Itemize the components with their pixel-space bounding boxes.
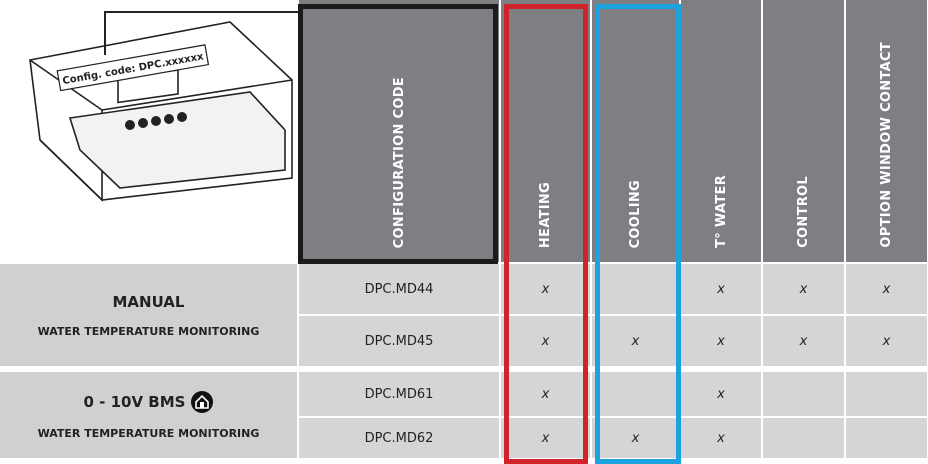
- feature-mark: [846, 372, 927, 416]
- feature-mark: x: [681, 316, 761, 366]
- feature-mark: x: [592, 316, 679, 366]
- column-header: T° WATER: [681, 0, 761, 262]
- group-title: 0 - 10V BMS: [83, 390, 214, 413]
- column-header: OPTION WINDOW CONTACT: [846, 0, 927, 262]
- column-header: CONTROL: [763, 0, 844, 262]
- feature-mark: x: [681, 372, 761, 416]
- group-title-text: MANUAL: [112, 292, 185, 311]
- group-label: 0 - 10V BMS WATER TEMPERATURE MONITORING: [0, 372, 297, 458]
- feature-mark: [763, 372, 844, 416]
- feature-mark: [846, 418, 927, 458]
- group-title: MANUAL: [113, 293, 185, 311]
- column-header-text: CONTROL: [796, 176, 811, 248]
- feature-mark: x: [763, 264, 844, 314]
- feature-mark: x: [501, 372, 590, 416]
- feature-mark: [592, 264, 679, 314]
- feature-mark: x: [501, 264, 590, 314]
- heating-frame: [504, 4, 588, 464]
- feature-mark: x: [501, 418, 590, 458]
- column-header-text: OPTION WINDOW CONTACT: [879, 42, 894, 248]
- column-header: COOLING: [592, 0, 679, 262]
- feature-mark: [592, 372, 679, 416]
- feature-mark: x: [846, 264, 927, 314]
- config-code: DPC.MD62: [299, 418, 499, 458]
- feature-mark: x: [592, 418, 679, 458]
- home-icon: [191, 390, 214, 413]
- config-frame: [298, 4, 498, 264]
- feature-mark: x: [681, 418, 761, 458]
- feature-mark: x: [501, 316, 590, 366]
- feature-mark: x: [681, 264, 761, 314]
- cooling-frame: [595, 4, 681, 464]
- feature-mark: [763, 418, 844, 458]
- config-code: DPC.MD44: [299, 264, 499, 314]
- group-subtitle: WATER TEMPERATURE MONITORING: [37, 426, 260, 440]
- column-header: HEATING: [501, 0, 590, 262]
- config-code: DPC.MD61: [299, 372, 499, 416]
- feature-mark: x: [846, 316, 927, 366]
- device-illustration: Config. code: DPC.xxxxxx: [29, 11, 298, 202]
- group-subtitle: WATER TEMPERATURE MONITORING: [37, 324, 260, 338]
- group-title-text: 0 - 10V BMS: [83, 392, 186, 411]
- column-header: CONFIGURATION CODE: [299, 0, 499, 262]
- column-header-text: T° WATER: [713, 175, 729, 248]
- config-code: DPC.MD45: [299, 316, 499, 366]
- feature-mark: x: [763, 316, 844, 366]
- group-label: MANUAL WATER TEMPERATURE MONITORING: [0, 264, 297, 366]
